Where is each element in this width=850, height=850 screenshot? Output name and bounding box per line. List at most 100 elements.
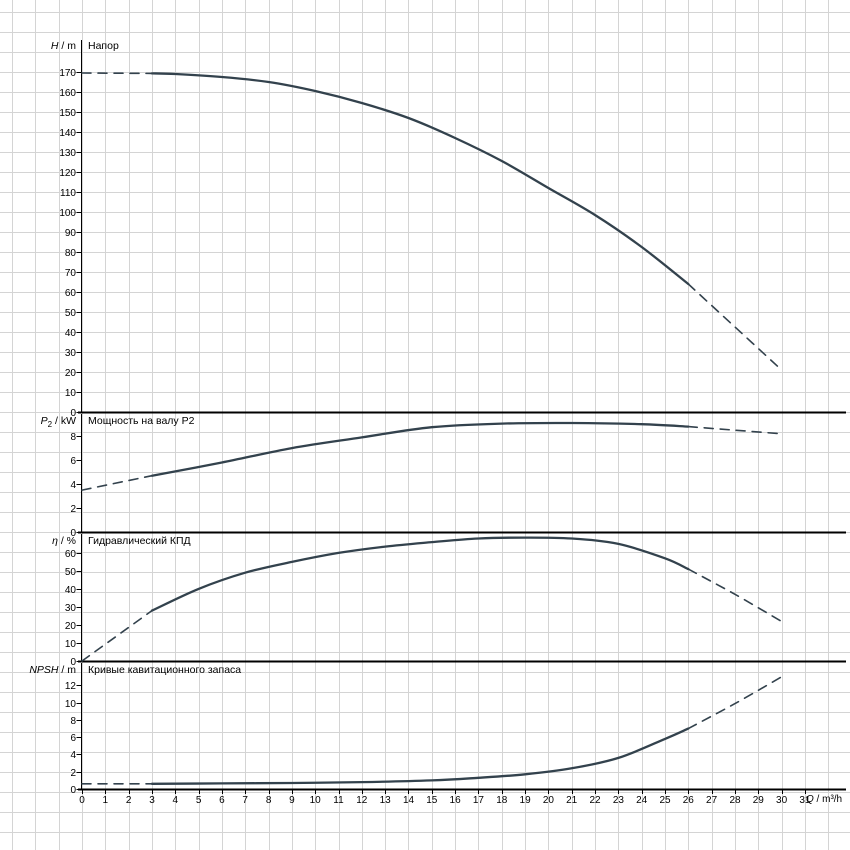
npsh-curve	[81, 676, 783, 785]
y-tick-label: 2	[70, 768, 76, 779]
y-tick-label: 50	[65, 567, 77, 578]
power-panel-title: Мощность на валу P2	[88, 415, 195, 427]
efficiency-curve-dashed-right	[687, 568, 783, 623]
y-tick-label: 60	[65, 288, 77, 299]
x-tick-label: 16	[450, 795, 462, 806]
y-tick-label: 70	[65, 268, 77, 279]
x-tick-label: 7	[242, 795, 248, 806]
y-tick-label: 8	[70, 716, 76, 727]
panel-axis-1	[76, 40, 846, 414]
y-tick-label: 100	[59, 208, 76, 219]
shaft-power-curve-dashed-left	[81, 474, 153, 491]
flow-axis-label: Q / m³/h	[806, 794, 843, 805]
shaft-power-curve-dashed-right	[687, 425, 783, 435]
shaft-power-curve-solid	[150, 421, 690, 477]
x-tick-label: 13	[380, 795, 392, 806]
y-tick-label: 4	[70, 480, 76, 491]
head-curve-solid	[150, 72, 690, 286]
y-tick-label: 0	[70, 785, 76, 796]
x-tick-label: 12	[356, 795, 368, 806]
y-tick-label: 0	[70, 408, 76, 419]
head-panel-title: Напор	[88, 40, 119, 52]
x-tick-label: 28	[729, 795, 741, 806]
head-axis-label: H / m	[50, 40, 76, 52]
efficiency-axis-label: η / %	[52, 535, 76, 547]
y-tick-label: 130	[59, 148, 76, 159]
y-tick-label: 2	[70, 504, 76, 515]
x-tick-label: 2	[126, 795, 132, 806]
y-tick-label: 50	[65, 308, 77, 319]
efficiency-curve-dashed-left	[81, 609, 153, 662]
x-tick-label: 14	[403, 795, 415, 806]
y-tick-labels-1: 0 10 20 30 40 50 60 70 80 90 100 110 120 130 140 150 160…	[59, 68, 76, 419]
x-tick-label: 10	[310, 795, 322, 806]
efficiency-curve	[81, 536, 783, 662]
x-tick-label: 6	[219, 795, 225, 806]
x-tick-label: 1	[103, 795, 109, 806]
x-tick-labels: 0 1 2 3 4 5 6 7 8 9 10 11 12 13 14 15 16 17 18 19 20 21 22 23 24…	[79, 795, 811, 806]
x-tick-label: 27	[706, 795, 718, 806]
npsh-axis-label: NPSH / m	[29, 664, 76, 676]
head-curve-dashed-right	[687, 283, 783, 371]
x-tick-label: 18	[496, 795, 508, 806]
y-tick-label: 10	[65, 699, 77, 710]
x-tick-label: 30	[776, 795, 788, 806]
x-tick-label: 4	[173, 795, 179, 806]
efficiency-axis-symbol: η	[52, 535, 58, 547]
x-ticks	[82, 789, 806, 794]
x-tick-label: 31	[799, 795, 811, 806]
y-tick-label: 0	[70, 528, 76, 539]
x-tick-label: 25	[659, 795, 671, 806]
panel-axis-2	[76, 414, 846, 534]
y-tick-label: 20	[65, 368, 77, 379]
y-tick-label: 160	[59, 88, 76, 99]
x-tick-label: 21	[566, 795, 578, 806]
y-tick-label: 4	[70, 750, 76, 761]
shaft-power-curve	[81, 421, 783, 491]
npsh-panel-title: Кривые кавитационного запаса	[88, 664, 242, 676]
y-tick-label: 40	[65, 585, 77, 596]
x-tick-label: 3	[149, 795, 155, 806]
x-tick-label: 8	[266, 795, 272, 806]
efficiency-curve-solid	[150, 536, 690, 612]
y-tick-label: 10	[65, 639, 77, 650]
npsh-curve-dashed-right	[687, 676, 783, 730]
y-tick-label: 80	[65, 248, 77, 259]
x-tick-label: 11	[333, 795, 344, 806]
x-tick-label: 9	[289, 795, 295, 806]
x-tick-label: 24	[636, 795, 648, 806]
y-tick-label: 6	[70, 456, 76, 467]
x-tick-label: 19	[520, 795, 532, 806]
y-tick-label: 8	[70, 432, 76, 443]
y-tick-label: 30	[65, 348, 77, 359]
efficiency-panel-title: Гидравлический КПД	[88, 535, 191, 547]
x-tick-label: 29	[753, 795, 765, 806]
y-tick-label: 40	[65, 328, 77, 339]
y-tick-labels-2: 0 2 4 6 8	[70, 432, 76, 539]
flow-axis-symbol: Q	[806, 794, 814, 805]
x-tick-label: 0	[79, 795, 85, 806]
panel-axis-4	[76, 663, 846, 791]
y-tick-label: 90	[65, 228, 77, 239]
x-tick-label: 17	[473, 795, 485, 806]
x-tick-label: 26	[683, 795, 695, 806]
head-axis-symbol: H	[50, 40, 59, 52]
y-tick-label: 150	[59, 108, 76, 119]
npsh-axis-symbol: NPSH	[29, 664, 59, 676]
y-tick-label: 12	[65, 681, 77, 692]
x-tick-label: 20	[543, 795, 555, 806]
y-tick-label: 10	[65, 388, 77, 399]
x-tick-label: 23	[613, 795, 625, 806]
x-tick-label: 5	[196, 795, 202, 806]
y-tick-label: 170	[59, 68, 76, 79]
npsh-curve-solid	[150, 727, 690, 785]
y-tick-label: 110	[60, 188, 76, 199]
head-curve	[81, 72, 783, 371]
y-tick-label: 140	[59, 128, 76, 139]
y-tick-labels-4: 0 2 4 6 8 10 12	[65, 681, 77, 796]
power-axis-label: P2 / kW	[40, 415, 76, 430]
y-tick-label: 0	[70, 657, 76, 668]
